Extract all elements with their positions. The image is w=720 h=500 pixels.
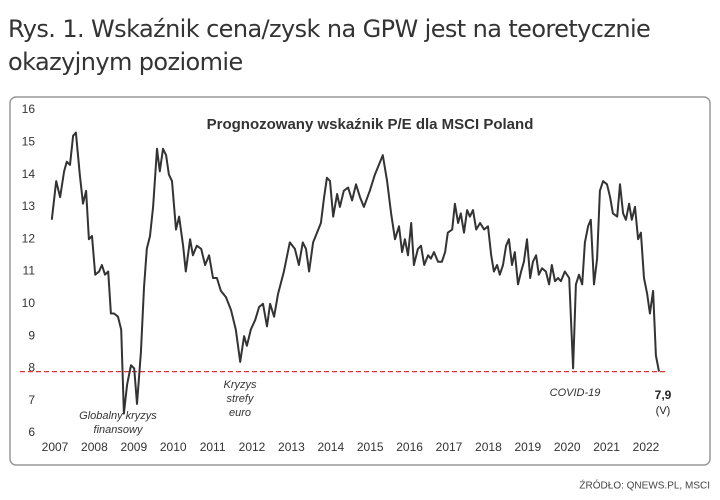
y-tick-label: 14 xyxy=(22,167,36,181)
x-tick-label: 2012 xyxy=(239,440,266,454)
x-tick-label: 2020 xyxy=(554,440,581,454)
y-tick-label: 9 xyxy=(28,328,35,342)
annotation: strefy xyxy=(227,393,255,405)
y-tick-label: 7 xyxy=(28,393,35,407)
annotation: COVID-19 xyxy=(550,387,601,399)
page-title: okazyjnym poziomie xyxy=(8,48,243,76)
y-tick-label: 12 xyxy=(22,231,36,245)
x-tick-label: 2011 xyxy=(200,440,226,454)
x-tick-label: 2017 xyxy=(436,440,463,454)
y-tick-label: 10 xyxy=(22,296,36,310)
y-tick-label: 13 xyxy=(22,199,36,213)
x-tick-label: 2010 xyxy=(160,440,187,454)
x-tick-label: 2007 xyxy=(42,440,69,454)
annotation: Globalny kryzys xyxy=(79,410,157,422)
reference-note: (V) xyxy=(656,405,671,417)
x-tick-label: 2013 xyxy=(278,440,305,454)
chart-frame xyxy=(9,96,711,466)
x-tick-label: 2009 xyxy=(120,440,147,454)
y-tick-label: 16 xyxy=(22,102,36,116)
x-tick-label: 2008 xyxy=(81,440,108,454)
x-tick-label: 2022 xyxy=(633,440,660,454)
annotation: Kryzys xyxy=(224,379,258,391)
y-tick-label: 11 xyxy=(23,264,36,278)
series-line xyxy=(50,131,660,415)
page-title: Rys. 1. Wskaźnik cena/zysk na GPW jest n… xyxy=(8,15,650,43)
reference-label: 7,9 xyxy=(655,388,672,402)
x-tick-label: 2018 xyxy=(475,440,502,454)
x-tick-label: 2014 xyxy=(317,440,344,454)
y-tick-label: 6 xyxy=(28,425,35,439)
annotation: finansowy xyxy=(94,424,144,436)
y-tick-label: 8 xyxy=(28,361,35,375)
y-tick-label: 15 xyxy=(22,134,36,148)
source: ŹRÓDŁO: QNEWS.PL, MSCI xyxy=(579,479,710,492)
chart-title: Prognozowany wskaźnik P/E dla MSCI Polan… xyxy=(207,116,534,133)
x-tick-label: 2019 xyxy=(514,440,541,454)
x-tick-label: 2016 xyxy=(396,440,423,454)
x-tick-label: 2021 xyxy=(593,440,620,454)
annotation: euro xyxy=(229,407,251,419)
x-tick-label: 2015 xyxy=(357,440,384,454)
